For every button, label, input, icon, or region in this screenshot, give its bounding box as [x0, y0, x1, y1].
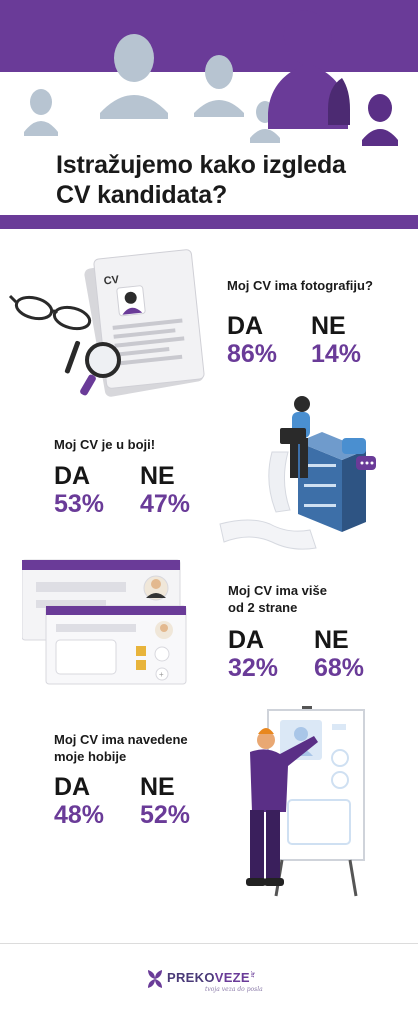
stat4-question-line2: moje hobije	[54, 749, 127, 764]
stat3-question-line1: Moj CV ima više	[228, 583, 327, 598]
profile-browser-windows-illustration: +	[22, 559, 187, 685]
logo-mark-icon	[148, 970, 162, 988]
logo-part1: PREKO	[167, 970, 215, 985]
stat1-question: Moj CV ima fotografiju?	[227, 278, 373, 293]
person-on-server-with-laptop-illustration	[219, 396, 376, 550]
stat3-no-value: 68%	[314, 654, 365, 682]
stat4-yes-value: 48%	[54, 801, 105, 829]
stat3-question-line2: od 2 strane	[228, 600, 298, 615]
logo-wordmark: PREKOVEZE	[167, 970, 250, 985]
stat4-yes-label: DA	[54, 773, 91, 801]
stat1-yes-value: 86%	[227, 340, 278, 368]
logo-part2: VEZE	[214, 970, 250, 985]
stat3-yes-label: DA	[228, 626, 265, 654]
logo-suffix: .hr	[249, 971, 255, 978]
stat4-question: Moj CV ima navedene moje hobije	[54, 731, 234, 765]
section-divider	[0, 215, 418, 229]
page-title: Istražujemo kako izgleda CV kandidata?	[56, 150, 376, 210]
stat2-no-label: NE	[140, 462, 175, 490]
stat1-yes-label: DA	[227, 312, 264, 340]
stat2-no-value: 47%	[140, 490, 191, 518]
stat4-question-line1: Moj CV ima navedene	[54, 732, 188, 747]
prekoveze-logo[interactable]: PREKOVEZE .hr tvoja veza do posla	[145, 968, 285, 1002]
stat2-question: Moj CV je u boji!	[54, 437, 156, 452]
svg-text:+: +	[159, 670, 164, 679]
stat3-question: Moj CV ima više od 2 strane	[228, 582, 408, 616]
cv-label: CV	[103, 274, 120, 288]
stat3-yes-value: 32%	[228, 654, 279, 682]
stat3-no-label: NE	[314, 626, 349, 654]
stat2-yes-value: 53%	[54, 490, 105, 518]
cv-document-with-glasses-and-magnifier-illustration: CV	[8, 249, 205, 397]
person-drawing-on-board-illustration	[246, 706, 365, 897]
footer-divider	[0, 943, 418, 944]
people-silhouettes-illustration	[0, 10, 418, 150]
header-band	[0, 0, 418, 72]
page-title-line1: Istražujemo kako izgleda	[56, 151, 346, 179]
stat2-yes-label: DA	[54, 462, 91, 490]
stat4-no-label: NE	[140, 773, 175, 801]
stat1-no-value: 14%	[311, 340, 362, 368]
stat4-no-value: 52%	[140, 801, 191, 829]
page-title-line2: CV kandidata?	[56, 181, 228, 209]
logo-tagline: tvoja veza do posla	[205, 986, 263, 993]
stat1-no-label: NE	[311, 312, 346, 340]
